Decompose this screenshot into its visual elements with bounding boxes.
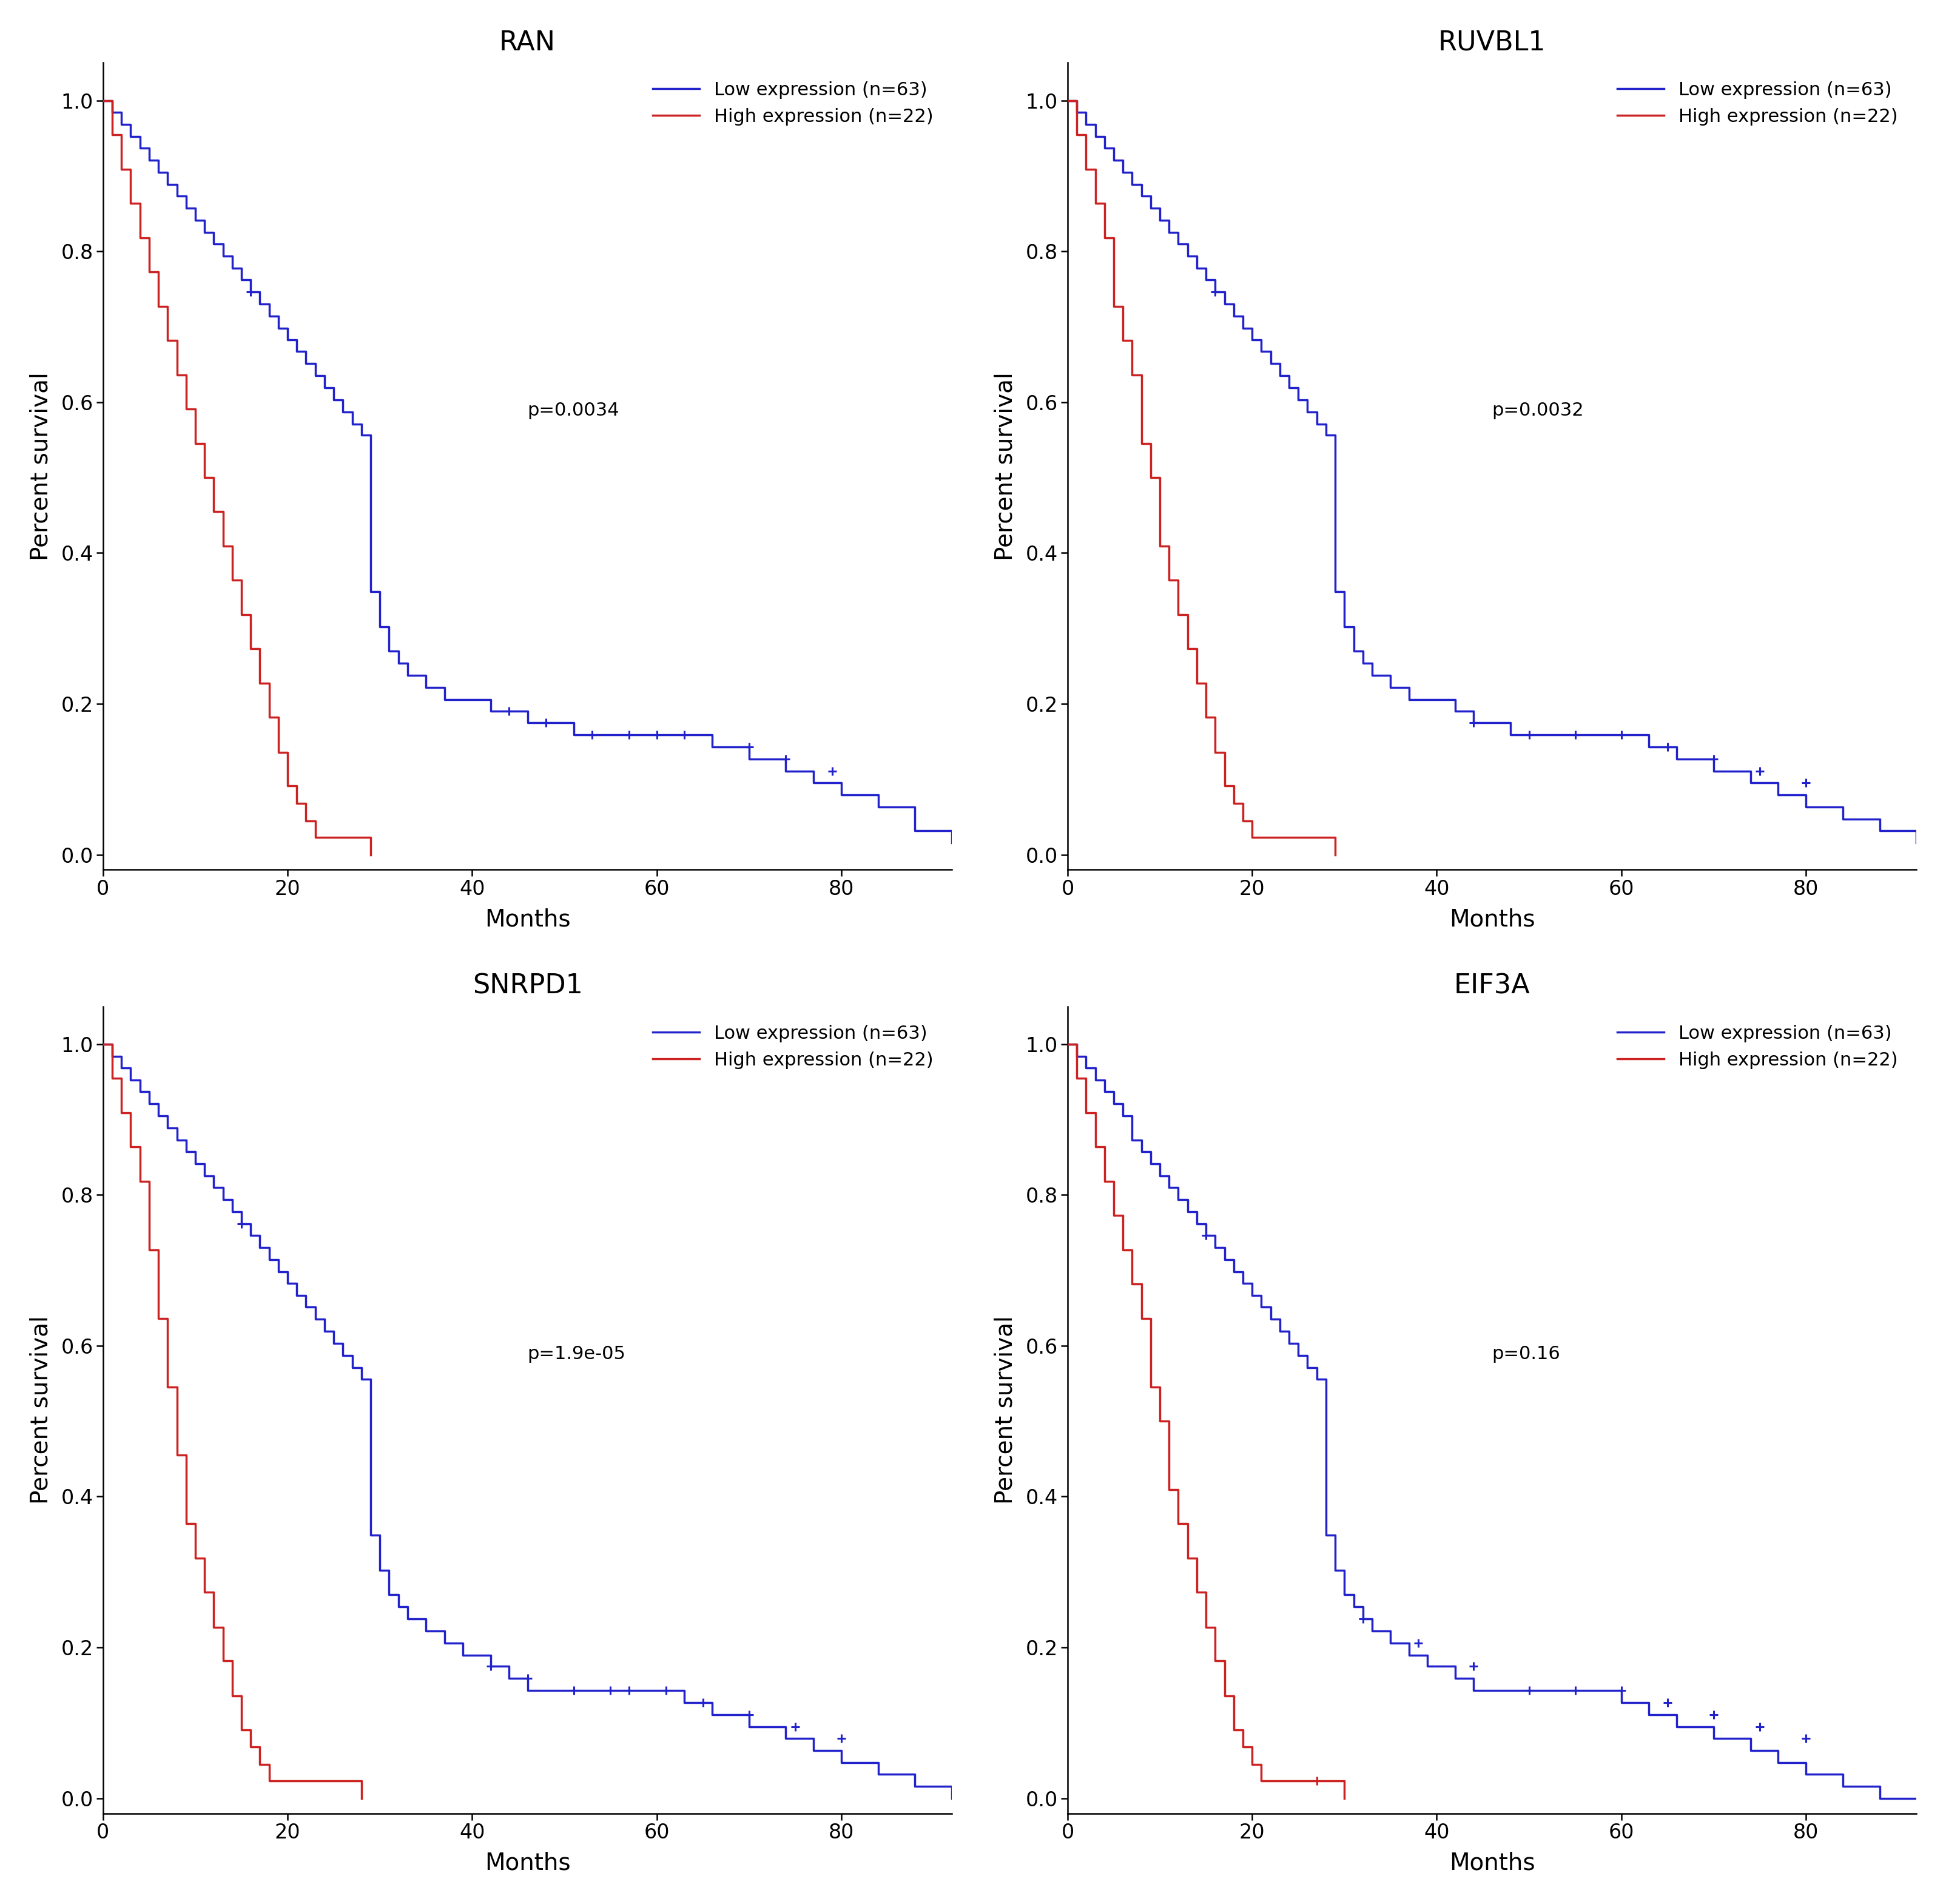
Legend: Low expression (n=63), High expression (n=22): Low expression (n=63), High expression (… [644,1015,942,1078]
Text: p=0.0034: p=0.0034 [527,402,619,419]
Y-axis label: Percent survival: Percent survival [994,1316,1018,1504]
Text: p=1.9e-05: p=1.9e-05 [527,1346,627,1363]
Title: EIF3A: EIF3A [1454,973,1530,1000]
Text: p=0.0032: p=0.0032 [1493,402,1584,419]
X-axis label: Months: Months [1450,1851,1535,1875]
Legend: Low expression (n=63), High expression (n=22): Low expression (n=63), High expression (… [1607,72,1907,135]
Title: SNRPD1: SNRPD1 [473,973,582,1000]
Title: RAN: RAN [500,29,557,55]
Legend: Low expression (n=63), High expression (n=22): Low expression (n=63), High expression (… [644,72,942,135]
X-axis label: Months: Months [1450,908,1535,931]
Text: p=0.16: p=0.16 [1493,1346,1561,1363]
Y-axis label: Percent survival: Percent survival [994,371,1018,560]
X-axis label: Months: Months [485,1851,570,1875]
X-axis label: Months: Months [485,908,570,931]
Y-axis label: Percent survival: Percent survival [29,1316,53,1504]
Legend: Low expression (n=63), High expression (n=22): Low expression (n=63), High expression (… [1607,1015,1907,1078]
Y-axis label: Percent survival: Percent survival [29,371,53,560]
Title: RUVBL1: RUVBL1 [1438,29,1545,55]
